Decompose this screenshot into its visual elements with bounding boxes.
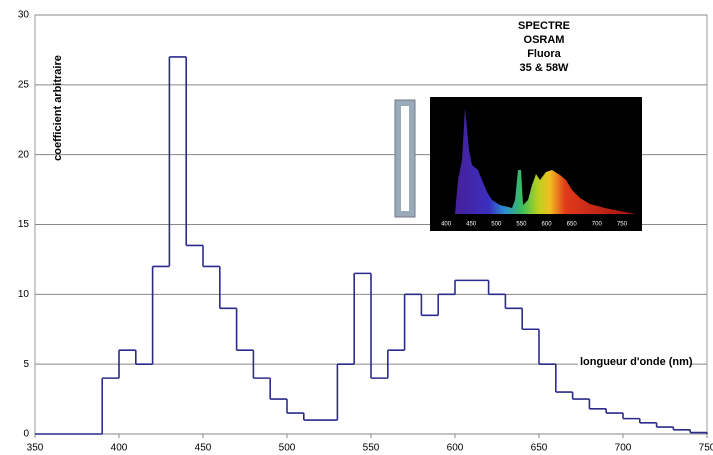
label-background bbox=[578, 354, 690, 368]
x-axis-title: longueur d'onde (nm) bbox=[580, 356, 693, 368]
x-tick-label: 450 bbox=[195, 443, 212, 454]
inset-tick-label: 600 bbox=[542, 222, 553, 228]
inset: 400 450 500 550 600 650 700 750 bbox=[430, 97, 642, 231]
y-tick-label: 20 bbox=[18, 149, 30, 160]
x-tick-label: 600 bbox=[447, 443, 464, 454]
inset-spectrum bbox=[440, 108, 636, 214]
x-tick-label: 550 bbox=[363, 443, 380, 454]
chart-title: Fluora bbox=[527, 48, 561, 60]
lamp-icon bbox=[394, 99, 416, 218]
y-tick-label: 25 bbox=[18, 79, 30, 90]
y-axis-title: coefficient arbitraire bbox=[52, 55, 64, 161]
inset-tick-label: 650 bbox=[567, 222, 578, 228]
x-tick-label: 500 bbox=[279, 443, 296, 454]
inset-tick-label: 400 bbox=[441, 222, 452, 228]
y-tick-label: 5 bbox=[23, 359, 29, 370]
x-tick-label: 350 bbox=[27, 443, 44, 454]
y-tick-label: 10 bbox=[18, 289, 30, 300]
chart-title: OSRAM bbox=[524, 34, 565, 46]
inset-tick-label: 500 bbox=[491, 222, 502, 228]
inset-tick-label: 750 bbox=[617, 222, 628, 228]
inset-tick-label: 450 bbox=[466, 222, 477, 228]
inset-tick-label: 550 bbox=[516, 222, 527, 228]
inset-tick-label: 700 bbox=[592, 222, 603, 228]
y-tick-label: 0 bbox=[23, 429, 29, 440]
y-tick-label: 15 bbox=[18, 219, 30, 230]
x-tick-label: 700 bbox=[615, 443, 632, 454]
x-tick-label: 650 bbox=[531, 443, 548, 454]
lamp-inner bbox=[401, 106, 409, 211]
chart-title: 35 & 58W bbox=[520, 62, 570, 74]
y-tick-label: 30 bbox=[18, 10, 30, 21]
x-tick-label: 750 bbox=[699, 443, 713, 454]
x-tick-label: 400 bbox=[111, 443, 128, 454]
chart-title: SPECTRE bbox=[518, 20, 570, 32]
